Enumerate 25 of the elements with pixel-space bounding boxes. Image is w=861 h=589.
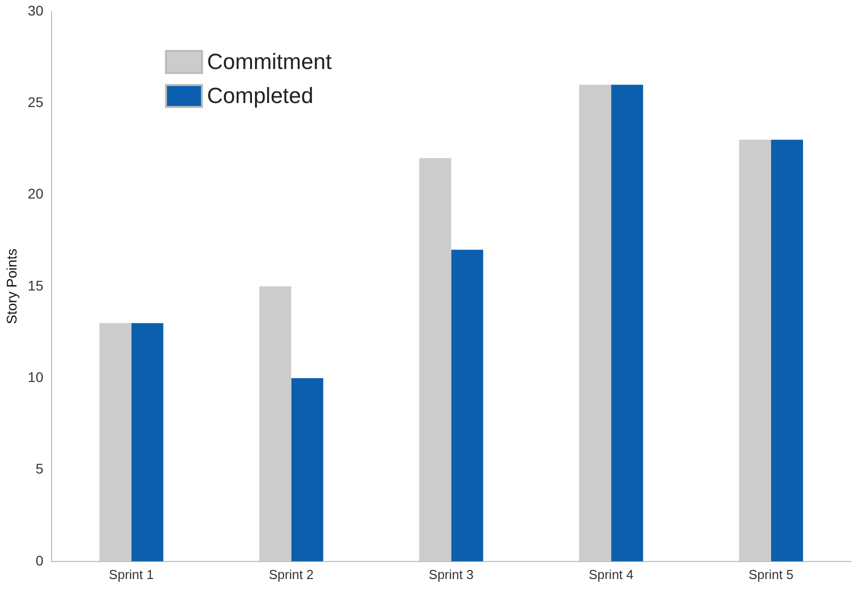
bar [291, 378, 324, 562]
x-tick-label: Sprint 1 [108, 566, 154, 582]
x-tick-label: Sprint 2 [268, 566, 314, 582]
bar [259, 286, 292, 562]
bar [451, 250, 484, 562]
legend-label: Commitment [207, 49, 332, 75]
y-axis-title: Story Points [3, 248, 20, 324]
bar [771, 140, 804, 562]
bar [131, 323, 164, 562]
bar [419, 158, 452, 562]
y-tick-label: 25 [28, 94, 44, 110]
y-tick-label: 15 [28, 277, 44, 294]
bar [579, 84, 612, 562]
bar [739, 140, 772, 562]
y-tick-label: 20 [28, 186, 44, 202]
legend-label: Completed [207, 83, 314, 109]
bar [611, 84, 644, 562]
y-tick-label: 5 [36, 460, 44, 477]
y-tick-label: 0 [36, 552, 44, 568]
bar [99, 323, 132, 562]
y-tick-label: 30 [28, 2, 44, 18]
x-tick-label: Sprint 4 [588, 566, 634, 582]
y-tick-label: 10 [28, 368, 44, 385]
x-tick-label: Sprint 5 [748, 566, 794, 582]
x-tick-label: Sprint 3 [428, 566, 474, 582]
